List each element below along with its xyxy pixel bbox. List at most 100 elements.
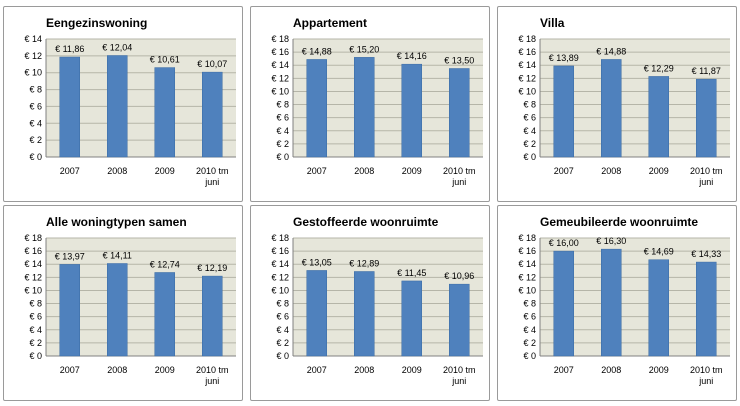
data-label: € 13,89: [549, 53, 579, 63]
y-tick-label: € 6: [523, 113, 536, 123]
y-tick-label: € 2: [523, 139, 536, 149]
chart-panel-gemeubileerde: Gemeubileerde woonruimte € 0 € 2 € 4 € 6 € 8 €…: [497, 205, 737, 401]
y-tick-label: € 10: [518, 86, 536, 96]
data-label: € 16,30: [596, 236, 626, 246]
bar: [306, 59, 327, 158]
y-tick-label: € 12: [271, 272, 289, 282]
x-tick-label: 2009: [649, 365, 669, 375]
data-label: € 12,04: [102, 43, 132, 53]
y-tick-label: € 0: [276, 351, 289, 361]
data-label: € 16,00: [549, 238, 579, 248]
x-tick-label: juni: [451, 376, 466, 386]
data-label: € 10,07: [197, 59, 227, 69]
chart-title: Appartement: [293, 16, 367, 30]
bar: [601, 248, 622, 357]
y-tick-label: € 4: [523, 126, 536, 136]
y-tick-label: € 12: [518, 73, 536, 83]
chart-title: Alle woningtypen samen: [46, 215, 187, 229]
x-tick-label: 2007: [554, 365, 574, 375]
x-tick-label: 2008: [354, 166, 374, 176]
y-tick-label: € 4: [523, 325, 536, 335]
y-tick-label: € 4: [276, 126, 289, 136]
data-label: € 15,20: [349, 44, 379, 54]
chart-title: Villa: [540, 16, 565, 30]
chart-svg: Gemeubileerde woonruimte € 0 € 2 € 4 € 6 € 8 €…: [518, 215, 730, 386]
y-tick-label: € 12: [518, 272, 536, 282]
chart-panel-villa: Villa € 0 € 2 € 4 € 6 € 8 € 10 € 12 € 14 € 16 € 18…: [497, 6, 737, 202]
data-label: € 14,33: [691, 249, 721, 259]
y-tick-label: € 0: [29, 351, 42, 361]
bar: [59, 56, 80, 158]
y-tick-label: € 4: [29, 118, 42, 128]
x-tick-label: juni: [698, 376, 713, 386]
chart-svg: Eengezinswoning € 0 € 2 € 4 € 6 € 8 € 10 € 12 € …: [24, 16, 236, 187]
y-tick-label: € 2: [29, 338, 42, 348]
bar: [648, 76, 669, 158]
data-label: € 14,11: [103, 251, 132, 261]
y-tick-label: € 0: [276, 152, 289, 162]
bar: [601, 59, 622, 158]
chart-title: Eengezinswoning: [46, 16, 147, 30]
data-label: € 13,05: [302, 257, 332, 267]
chart-panel-alle-woningtypen: Alle woningtypen samen € 0 € 2 € 4 € 6 € 8 € 1…: [3, 205, 243, 401]
y-tick-label: € 6: [276, 312, 289, 322]
y-tick-label: € 18: [518, 233, 536, 243]
bar: [59, 264, 80, 357]
y-tick-label: € 8: [523, 299, 536, 309]
data-label: € 12,74: [150, 259, 180, 269]
data-label: € 14,16: [397, 51, 427, 61]
y-tick-label: € 6: [523, 312, 536, 322]
data-label: € 14,69: [644, 247, 674, 257]
y-tick-label: € 0: [523, 152, 536, 162]
y-tick-label: € 18: [518, 34, 536, 44]
bar: [401, 63, 422, 158]
data-label: € 14,88: [302, 46, 332, 56]
x-tick-label: 2009: [649, 166, 669, 176]
chart-title: Gestoffeerde woonruimte: [293, 215, 439, 229]
x-tick-label: 2007: [307, 166, 327, 176]
x-tick-label: 2007: [60, 166, 80, 176]
y-tick-label: € 12: [271, 73, 289, 83]
chart-svg: Appartement € 0 € 2 € 4 € 6 € 8 € 10 € 12 € 14 € …: [271, 16, 483, 187]
x-tick-label: 2010 tm: [196, 365, 229, 375]
bar: [449, 68, 470, 158]
y-tick-label: € 0: [523, 351, 536, 361]
x-tick-label: 2010 tm: [690, 365, 723, 375]
bar: [354, 57, 375, 158]
bar: [696, 78, 717, 158]
bar: [648, 259, 669, 357]
y-tick-label: € 8: [276, 100, 289, 110]
y-tick-label: € 8: [29, 85, 42, 95]
y-tick-label: € 18: [24, 233, 42, 243]
y-tick-label: € 16: [518, 246, 536, 256]
bar: [449, 283, 470, 357]
x-tick-label: 2009: [402, 166, 422, 176]
x-tick-label: 2008: [601, 166, 621, 176]
chart-panel-appartement: Appartement € 0 € 2 € 4 € 6 € 8 € 10 € 12 € 14 € …: [250, 6, 490, 202]
bar: [354, 271, 375, 357]
y-tick-label: € 10: [271, 86, 289, 96]
x-tick-label: 2009: [155, 365, 175, 375]
chart-panel-gestoffeerde: Gestoffeerde woonruimte € 0 € 2 € 4 € 6 € 8 € …: [250, 205, 490, 401]
chart-svg: Villa € 0 € 2 € 4 € 6 € 8 € 10 € 12 € 14 € 16 € 18…: [518, 16, 730, 187]
bar: [202, 275, 223, 357]
y-tick-label: € 14: [271, 259, 289, 269]
x-tick-label: juni: [204, 177, 219, 187]
y-tick-label: € 10: [271, 285, 289, 295]
x-tick-label: 2008: [354, 365, 374, 375]
y-tick-label: € 4: [276, 325, 289, 335]
data-label: € 12,29: [644, 63, 674, 73]
bar: [154, 272, 175, 357]
x-tick-label: 2008: [601, 365, 621, 375]
chart-title: Gemeubileerde woonruimte: [540, 215, 698, 229]
y-tick-label: € 8: [276, 299, 289, 309]
chart-svg: Gestoffeerde woonruimte € 0 € 2 € 4 € 6 € 8 € …: [271, 215, 483, 386]
y-tick-label: € 8: [29, 299, 42, 309]
data-label: € 13,50: [444, 56, 474, 66]
x-tick-label: juni: [451, 177, 466, 187]
x-tick-label: 2007: [60, 365, 80, 375]
y-tick-label: € 8: [523, 100, 536, 110]
y-tick-label: € 6: [276, 113, 289, 123]
chart-panel-eengezinswoning: Eengezinswoning € 0 € 2 € 4 € 6 € 8 € 10 € 12 € …: [3, 6, 243, 202]
data-label: € 10,61: [150, 55, 180, 65]
